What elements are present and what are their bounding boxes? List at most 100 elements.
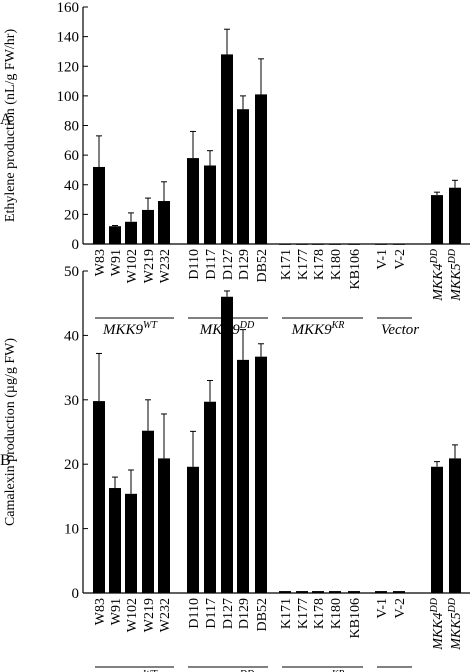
y-tick-label: 0 [72, 237, 80, 253]
category-label-text: K171 [279, 598, 294, 629]
bar-w91 [109, 226, 121, 244]
bar-w83 [93, 401, 105, 593]
category-label: W102 [125, 249, 140, 283]
category-label-text: MKK4 [431, 612, 446, 650]
panel-letter-b: B [0, 452, 11, 469]
y-tick-label: 40 [64, 328, 79, 344]
y-tick-label: 40 [64, 178, 79, 194]
category-label: K177 [296, 249, 311, 280]
category-label: V-2 [393, 598, 408, 619]
category-label: DB52 [255, 598, 270, 631]
category-label-text: DB52 [255, 598, 270, 631]
group-label-sup: DD [239, 669, 255, 672]
category-label-text: K171 [279, 249, 294, 280]
bar-v-2 [393, 591, 405, 593]
category-label: D127 [221, 598, 236, 629]
group-label-sup: KR [331, 669, 345, 672]
category-label-text: K178 [312, 249, 327, 280]
category-label-text: W91 [109, 598, 124, 625]
category-label: V-1 [375, 249, 390, 270]
category-label-text: V-1 [375, 249, 390, 270]
category-label: K180 [329, 249, 344, 280]
bar-v-2 [393, 244, 405, 245]
category-label: W91 [109, 249, 124, 276]
category-label: K171 [279, 249, 294, 280]
category-label-text: W232 [158, 598, 173, 632]
bar-d117 [204, 165, 216, 244]
category-label: KB106 [348, 598, 363, 638]
category-label: D110 [187, 598, 202, 629]
bar-d110 [187, 158, 199, 244]
category-label: K177 [296, 598, 311, 629]
bar-kb106 [348, 244, 360, 245]
category-label: K180 [329, 598, 344, 629]
category-label-text: KB106 [348, 249, 363, 289]
bar-d127 [221, 296, 233, 593]
bar-d127 [221, 54, 233, 245]
bar-k177 [296, 244, 308, 245]
category-label-text: MKK5 [449, 612, 464, 650]
bar-w91 [109, 488, 121, 593]
category-label-text: W219 [142, 249, 157, 283]
y-tick-label: 30 [64, 393, 79, 409]
category-label: D129 [237, 249, 252, 280]
category-label-sup: DD [429, 248, 440, 264]
bar-w83 [93, 166, 105, 244]
bar-w219 [142, 209, 154, 244]
bar-mkk4 [431, 195, 443, 244]
y-tick-label: 120 [57, 59, 80, 75]
group-label-sup: WT [143, 669, 158, 672]
category-label: MKK5DD [447, 597, 464, 651]
category-label: W232 [158, 598, 173, 632]
category-label: D110 [187, 249, 202, 280]
category-label-text: V-2 [393, 249, 408, 270]
bar-v-1 [375, 244, 387, 245]
category-label-text: W91 [109, 249, 124, 276]
category-label: KB106 [348, 249, 363, 289]
category-label: MKK4DD [429, 248, 446, 302]
y-tick-label: 160 [57, 0, 80, 16]
bar-k171 [279, 244, 291, 245]
bar-w102 [125, 221, 137, 244]
category-label-text: D117 [204, 598, 219, 629]
group-label: MKK9KR [291, 320, 345, 338]
category-label: D129 [237, 598, 252, 629]
category-label: DB52 [255, 249, 270, 282]
bar-v-1 [375, 591, 387, 593]
group-label-text: Vector [381, 322, 419, 338]
category-label: W232 [158, 249, 173, 283]
y-tick-label: 100 [57, 89, 80, 105]
category-label: MKK5DD [447, 248, 464, 302]
category-label-text: D129 [237, 249, 252, 280]
category-label: V-2 [393, 249, 408, 270]
category-label-sup: DD [447, 597, 458, 613]
category-label: W219 [142, 598, 157, 632]
y-tick-label: 80 [64, 119, 79, 135]
category-label: W91 [109, 598, 124, 625]
category-label: K178 [312, 598, 327, 629]
bar-w219 [142, 430, 154, 593]
category-label-text: D110 [187, 598, 202, 629]
group-label-sup: WT [143, 320, 158, 331]
bar-d117 [204, 401, 216, 593]
category-label-text: W83 [93, 598, 108, 625]
y-tick-label: 0 [72, 586, 80, 602]
category-label: D117 [204, 249, 219, 280]
category-label-text: K180 [329, 249, 344, 280]
category-label-text: D117 [204, 249, 219, 280]
group-label-text: MKK9 [291, 322, 333, 338]
category-label: D117 [204, 598, 219, 629]
bar-mkk4 [431, 466, 443, 593]
group-label-text: MKK9 [102, 322, 144, 338]
category-label-text: W219 [142, 598, 157, 632]
y-tick-label: 50 [64, 264, 79, 280]
category-label: W102 [125, 598, 140, 632]
category-label-text: W102 [125, 249, 140, 283]
category-label-text: W232 [158, 249, 173, 283]
bar-k178 [312, 244, 324, 245]
category-label: K178 [312, 249, 327, 280]
bar-d110 [187, 466, 199, 593]
bar-d129 [237, 359, 249, 593]
bar-db52 [255, 356, 267, 593]
y-tick-label: 20 [64, 207, 79, 223]
